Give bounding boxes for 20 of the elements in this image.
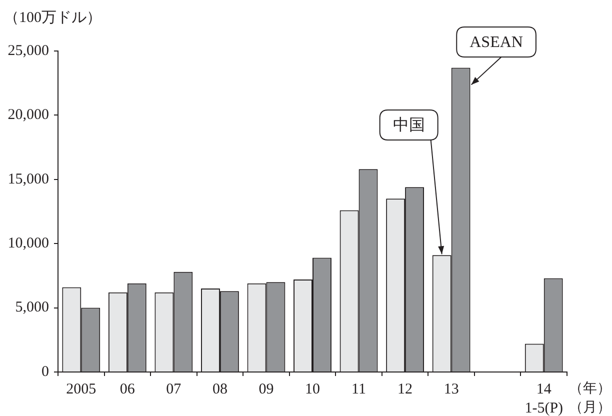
- x-tick-label: 14 1-5(P): [524, 381, 564, 416]
- y-axis-title: （100万ドル）: [4, 10, 102, 26]
- x-tick-label: 08: [212, 381, 228, 398]
- x-tick-label: 2005: [66, 381, 96, 398]
- text: 中国: [392, 116, 425, 134]
- y-tick-label: 15,000: [8, 171, 49, 188]
- x-tick-label: 10: [305, 381, 320, 398]
- x-tick-label: 06: [120, 381, 136, 398]
- x-axis-title: （年）（月）: [569, 380, 611, 416]
- y-tick-label: 5,000: [15, 300, 49, 316]
- y-tick-label: 20,000: [8, 107, 49, 124]
- x-tick-label: 12: [398, 381, 413, 398]
- x-tick-label: 07: [166, 381, 182, 398]
- series-label: ASEAN: [470, 34, 524, 52]
- y-tick-label: 10,000: [8, 236, 49, 252]
- x-tick-label: 11: [352, 381, 366, 398]
- y-tick-label: 25,000: [8, 42, 49, 59]
- x-tick-label: 13: [444, 381, 459, 398]
- y-tick-label: 0: [42, 364, 49, 380]
- x-tick-label: 09: [258, 381, 274, 398]
